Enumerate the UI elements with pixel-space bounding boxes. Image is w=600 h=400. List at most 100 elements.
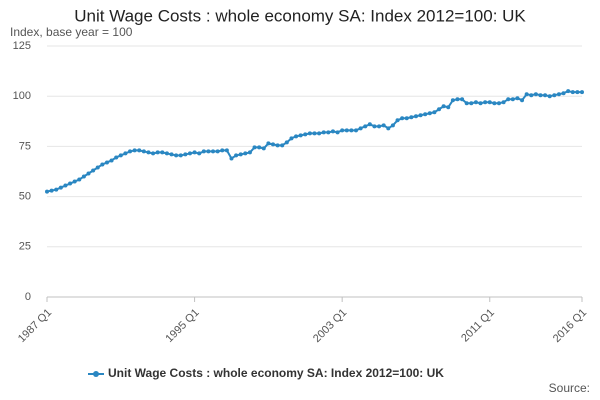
point [220, 148, 225, 153]
point [404, 116, 409, 121]
x-tick-label: 2016 Q1 [551, 307, 589, 345]
point [330, 129, 335, 134]
point [266, 141, 271, 146]
point [483, 100, 488, 105]
point [533, 92, 538, 97]
point [358, 126, 363, 131]
point [100, 162, 105, 167]
point [326, 130, 331, 135]
point [317, 131, 322, 136]
point [395, 118, 400, 123]
point [538, 93, 543, 98]
point [372, 124, 377, 129]
point [354, 128, 359, 133]
point [289, 136, 294, 141]
point [409, 115, 414, 120]
point [45, 189, 49, 194]
point [377, 124, 382, 129]
point [487, 100, 492, 105]
point [423, 112, 428, 117]
point [104, 160, 109, 165]
x-tick-label: 1987 Q1 [16, 307, 54, 345]
point [81, 174, 86, 179]
point [340, 128, 345, 133]
point [234, 153, 239, 158]
x-tick-label: 1995 Q1 [163, 307, 201, 345]
point [432, 110, 437, 115]
point [72, 179, 77, 184]
point [552, 93, 557, 98]
point [294, 134, 299, 139]
point [197, 151, 202, 156]
point [303, 132, 308, 137]
point [520, 98, 525, 103]
point [247, 150, 252, 155]
point [298, 133, 303, 138]
point [206, 149, 211, 154]
point [506, 97, 511, 102]
point [580, 90, 584, 95]
point [344, 128, 349, 133]
point [496, 101, 501, 106]
point [257, 145, 262, 150]
point [321, 130, 326, 135]
point [492, 101, 497, 106]
point [524, 92, 529, 97]
point [68, 181, 73, 186]
series-line [46, 90, 582, 193]
point [252, 145, 257, 150]
point [455, 97, 460, 102]
point [446, 105, 451, 110]
point [400, 116, 405, 121]
point [164, 151, 169, 156]
point [128, 149, 133, 154]
point [543, 93, 548, 98]
point [183, 152, 188, 157]
point [413, 114, 418, 119]
point [77, 177, 82, 182]
point [109, 158, 114, 163]
point [270, 142, 275, 147]
point [460, 97, 465, 102]
point [312, 131, 317, 136]
point [547, 94, 552, 99]
x-tick-label: 2011 Q1 [459, 307, 497, 345]
point [224, 148, 229, 153]
point [529, 93, 534, 98]
point [418, 113, 423, 118]
point [363, 124, 368, 129]
point [469, 101, 474, 106]
point [211, 149, 216, 154]
point [570, 90, 575, 95]
point [566, 89, 571, 94]
point [86, 171, 91, 176]
point [515, 96, 520, 101]
point [307, 131, 312, 136]
point [427, 111, 432, 116]
point [284, 140, 289, 145]
y-tick-label: 0 [25, 291, 31, 303]
point [335, 130, 340, 135]
y-tick-label: 100 [13, 90, 31, 102]
point [178, 153, 183, 158]
point [275, 143, 280, 148]
point [54, 187, 59, 192]
y-tick-label: 25 [19, 241, 31, 253]
point [510, 97, 515, 102]
point [501, 100, 506, 105]
point [437, 107, 442, 112]
point [160, 150, 165, 155]
point [367, 122, 372, 127]
point [49, 188, 54, 193]
y-axis-label: Index, base year = 100 [10, 25, 133, 39]
point [155, 150, 160, 155]
point [63, 183, 68, 188]
point [169, 152, 174, 157]
point [238, 152, 243, 157]
point [261, 146, 266, 151]
point [478, 101, 483, 106]
point [123, 151, 128, 156]
point [561, 91, 566, 96]
point [441, 104, 446, 109]
point [464, 101, 469, 106]
